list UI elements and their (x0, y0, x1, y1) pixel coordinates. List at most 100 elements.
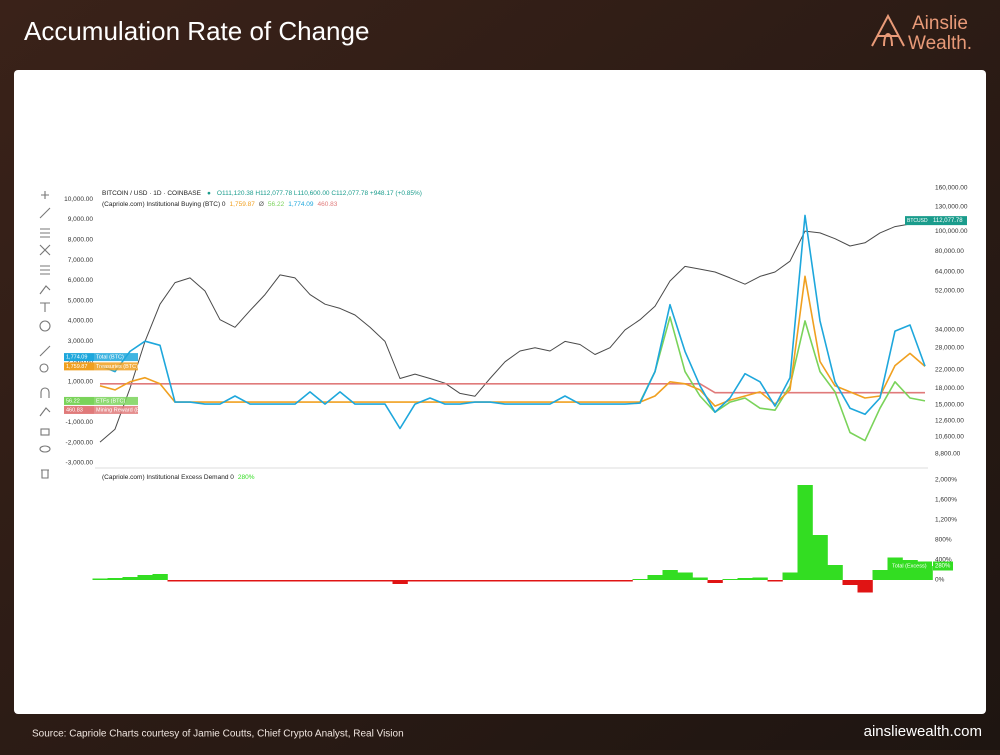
tool-icon (40, 387, 50, 398)
bar (422, 580, 438, 582)
bar (797, 485, 813, 580)
y2-tick-label: 28,000.00 (935, 344, 964, 351)
indicator-name: (Capriole.com) Institutional Excess Dema… (102, 474, 234, 481)
bar (92, 578, 108, 580)
bar (557, 580, 573, 582)
y-tick-label: 7,000.00 (68, 257, 94, 264)
bar (527, 580, 543, 582)
bar (632, 579, 648, 580)
separator: Ø (259, 201, 264, 208)
bar (827, 565, 843, 580)
bar (512, 580, 528, 582)
y-tick-label: 6,000.00 (68, 277, 94, 284)
bar (152, 574, 168, 580)
excess-tag: Total (Excess) 280% (890, 561, 953, 571)
bar (377, 580, 393, 582)
website: ainsliewealth.com (864, 723, 982, 740)
logo-mark (871, 13, 905, 47)
series-line (99, 275, 926, 407)
y-tick-label: 3,000.00 (68, 338, 94, 345)
bar (692, 577, 708, 580)
symbol: BITCOIN / USD · 1D · COINBASE (102, 190, 202, 197)
bar (842, 580, 858, 585)
y2-tick-label: 12,600.00 (935, 418, 964, 425)
tool-icon (39, 320, 51, 332)
bar (272, 580, 288, 582)
bar (872, 570, 888, 580)
bar (227, 580, 243, 582)
tool-icon (39, 363, 49, 373)
y2-tick-label: 34,000.00 (935, 327, 964, 334)
y-tick-label: 2,000.00 (68, 358, 94, 365)
y2-tick-label: 64,000.00 (935, 269, 964, 276)
legend-tag: 1,759.87 Treasuries (BTC) (64, 362, 138, 371)
bar (677, 572, 693, 580)
tag-box (94, 396, 138, 405)
bar (197, 580, 213, 582)
tool-icon (40, 428, 50, 436)
y-tick-label: -1,000.00 (66, 419, 94, 426)
bar (452, 580, 468, 582)
tag-box (94, 362, 138, 371)
y2-tick-label: 100,000.00 (935, 228, 968, 235)
tool-icon (40, 302, 50, 312)
tag-box (64, 362, 94, 371)
bar (347, 580, 363, 582)
indicator-value: 1,759.87 (230, 201, 256, 208)
y-tick-label: 1,000.00 (68, 379, 94, 386)
tag-box (905, 216, 931, 226)
y-tick-label: 4,000.00 (68, 318, 94, 325)
chart-header: BITCOIN / USD · 1D · COINBASE ● O111,120.3… (102, 190, 422, 197)
y-tick-label: -2,000.00 (66, 439, 94, 446)
bar (752, 577, 768, 580)
bar (242, 580, 258, 582)
price-tag: BTCUSD 112,077.78 (905, 216, 967, 226)
bar (467, 580, 483, 582)
y-tick-label: 8,000.00 (68, 236, 94, 243)
bar (332, 580, 348, 582)
y-tick-label: 5,000.00 (68, 297, 94, 304)
y-tick-label: 400% (935, 557, 952, 564)
tag-box (933, 561, 953, 571)
legend-label: Mining Reward (BTC) (96, 407, 149, 413)
y-tick-label: 1,200% (935, 517, 957, 524)
tag-box (931, 216, 967, 226)
bar (647, 575, 663, 580)
indicator-value: 460.83 (318, 201, 338, 208)
tag-value: 280% (935, 564, 951, 570)
tag-box (94, 405, 138, 414)
bar (437, 580, 453, 582)
status-dot: ● (207, 190, 211, 197)
y-tick-label: 800% (935, 537, 952, 544)
indicator-value: 1,774.09 (288, 201, 314, 208)
indicator-header: (Capriole.com) Institutional Excess Dema… (102, 474, 255, 481)
tag-name: Total (Excess) (892, 563, 927, 569)
y2-tick-label: 130,000.00 (935, 204, 968, 211)
legend-label: Total (BTC) (96, 355, 124, 361)
bar (857, 580, 873, 593)
bar (497, 580, 513, 582)
tag-box (94, 353, 138, 362)
bar (287, 580, 303, 582)
y2-tick-label: 52,000.00 (935, 288, 964, 295)
bar (137, 575, 153, 580)
bar (812, 535, 828, 580)
logo-text: Ainslie (912, 13, 968, 34)
tag-value: 1,759.87 (66, 364, 87, 370)
bar (407, 580, 423, 582)
bar (602, 580, 618, 582)
tool-icon (39, 345, 51, 357)
tag-box (890, 561, 932, 571)
tool-icon (39, 407, 51, 417)
tool-icon (41, 469, 49, 479)
y-tick-label: 10,000.00 (64, 196, 93, 203)
y2-tick-label: 15,000.00 (935, 402, 964, 409)
slide-title: Accumulation Rate of Change (24, 16, 369, 46)
logo: Ainslie Wealth. (871, 13, 972, 54)
bar (782, 572, 798, 580)
tool-icon (39, 285, 51, 295)
tag-value: 112,077.78 (933, 218, 963, 224)
bar (257, 580, 273, 582)
y2-tick-label: 22,000.00 (935, 367, 964, 374)
